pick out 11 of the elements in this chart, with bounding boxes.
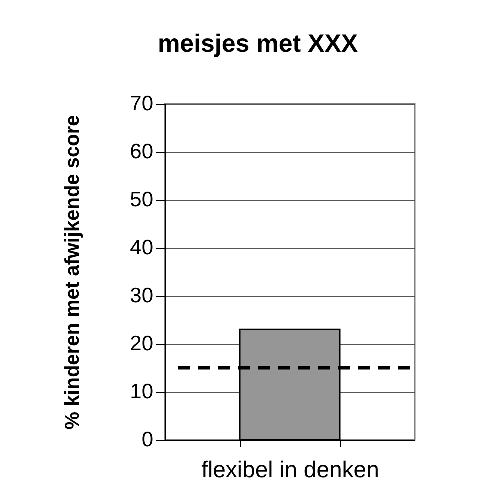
y-tick-label: 0 [142, 428, 154, 452]
y-tick-label: 70 [130, 92, 154, 116]
y-tick-label: 40 [130, 236, 154, 260]
y-tick-label: 20 [130, 332, 154, 356]
y-tick-label: 30 [130, 284, 154, 308]
x-tick-label: flexibel in denken [202, 456, 380, 482]
chart-title: meisjes met XXX [158, 30, 358, 58]
y-tick-label: 60 [130, 140, 154, 164]
y-tick-label: 10 [130, 380, 154, 404]
y-axis-title: % kinderen met afwijkende score [62, 115, 84, 430]
y-tick-label: 50 [130, 188, 154, 212]
